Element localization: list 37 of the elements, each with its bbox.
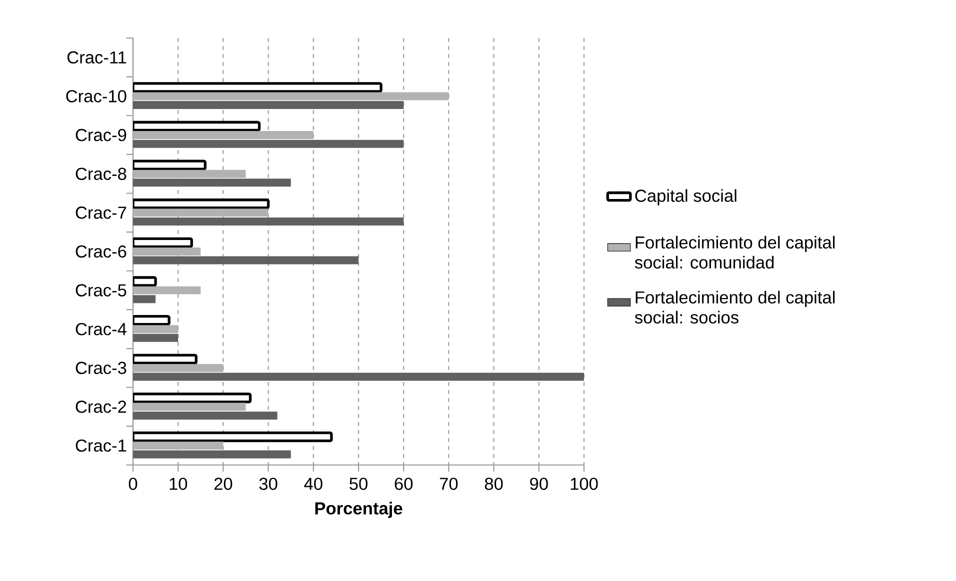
bar	[133, 334, 178, 342]
legend-label: Fortalecimiento del capital social: socios	[634, 290, 835, 324]
bar	[133, 412, 278, 420]
x-axis-title: Porcentaje	[315, 502, 402, 518]
bar	[133, 256, 359, 264]
bar	[133, 217, 404, 226]
x-tick-label: 90	[530, 478, 548, 490]
bar	[133, 101, 404, 110]
bar	[133, 178, 291, 187]
x-tick-label: 10	[170, 478, 188, 490]
legend-label: Capital social	[635, 189, 736, 206]
y-tick-label: Crac-3	[76, 362, 126, 374]
y-tick-label: Crac-2	[76, 400, 126, 413]
bar	[133, 372, 584, 381]
x-tick-label: 50	[350, 478, 368, 490]
y-tick-label: Crac-6	[76, 245, 126, 258]
y-tick-label: Crac-11	[67, 51, 126, 64]
x-tick-label: 30	[259, 478, 278, 490]
x-tick-label: 40	[304, 478, 322, 490]
bar	[133, 402, 246, 411]
x-tick-label: 80	[484, 478, 503, 490]
bar	[133, 450, 291, 458]
legend-label: Fortalecimiento del capital social: comunidad	[634, 236, 835, 269]
x-tick-label: 60	[394, 478, 413, 490]
x-tick-label: 20	[214, 478, 232, 490]
y-tick-label: Crac-8	[76, 168, 126, 180]
y-tick-label: Crac-7	[76, 206, 126, 219]
y-tick-label: Crac-4	[76, 322, 126, 336]
y-tick-label: Crac-1	[76, 439, 126, 452]
bar	[133, 295, 156, 304]
x-tick-label: 70	[440, 478, 458, 490]
y-tick-label: Crac-5	[76, 284, 126, 296]
y-tick-label: Crac-9	[76, 128, 126, 142]
x-tick-label: 100	[570, 478, 598, 490]
bar	[133, 140, 404, 148]
y-tick-label: Crac-10	[66, 90, 126, 102]
x-tick-label: 0	[128, 478, 138, 490]
